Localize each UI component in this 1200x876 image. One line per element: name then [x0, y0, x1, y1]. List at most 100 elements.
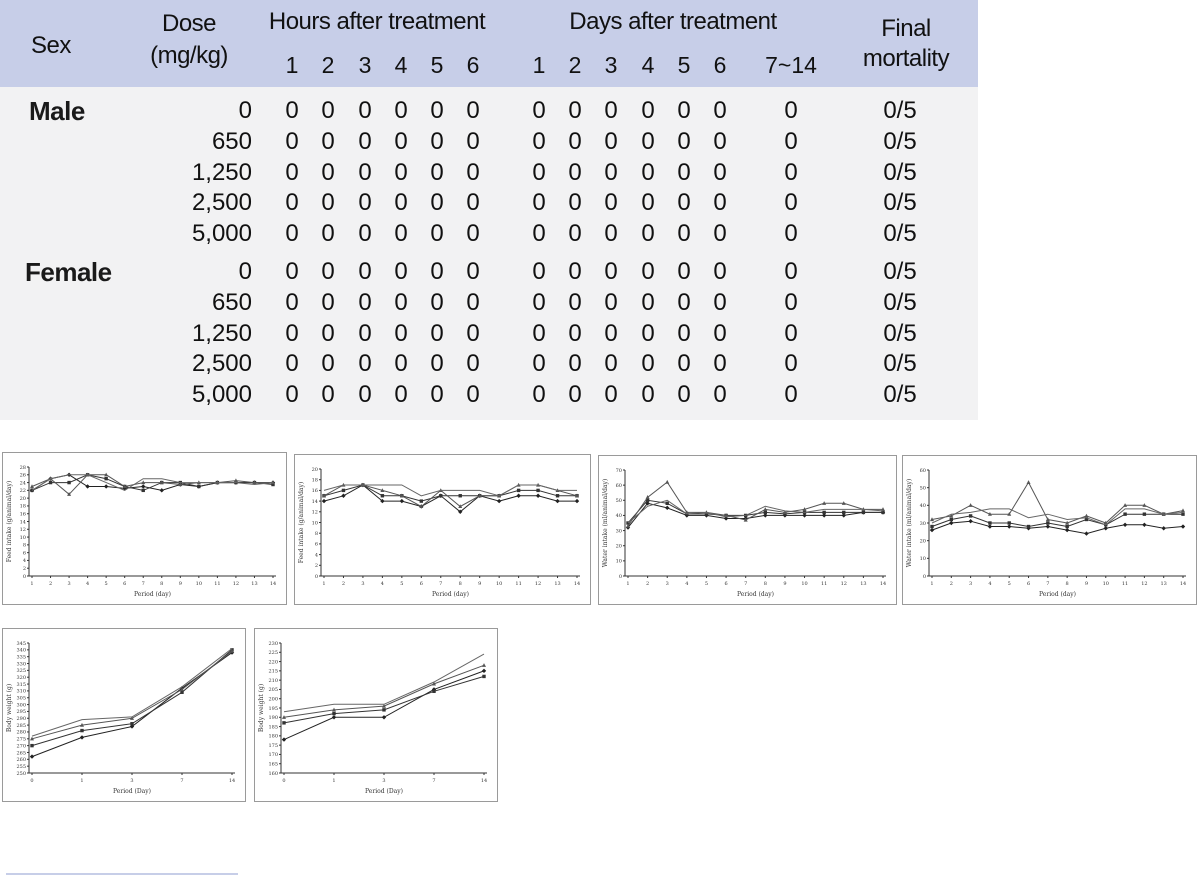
data-point — [822, 510, 826, 515]
data-point — [1045, 524, 1051, 529]
data-point — [271, 482, 275, 487]
x-tick-label: 12 — [535, 581, 541, 587]
x-tick-label: 1 — [332, 778, 335, 784]
x-tick-label: 14 — [1180, 581, 1186, 587]
day-value: 0 — [641, 127, 655, 155]
y-axis-label: Water intake (ml/animal/day) — [602, 479, 609, 568]
x-tick-label: 7 — [1046, 581, 1049, 587]
hour-value: 0 — [466, 381, 480, 409]
y-tick-label: 310 — [16, 689, 26, 695]
final-mortality-value: 0/5 — [883, 288, 917, 316]
table-header — [0, 0, 978, 87]
y-tick-label: 12 — [20, 527, 26, 533]
y-tick-label: 300 — [16, 702, 26, 708]
day-value: 0 — [641, 350, 655, 378]
hour-value: 0 — [321, 288, 335, 316]
y-tick-label: 330 — [16, 661, 26, 667]
data-point — [1142, 522, 1147, 527]
day-value: 0 — [677, 381, 691, 409]
x-tick-label: 13 — [860, 581, 866, 587]
y-tick-label: 190 — [268, 715, 278, 721]
day-value: 0 — [604, 189, 618, 217]
hour-value: 0 — [466, 158, 480, 186]
y-tick-label: 4 — [315, 552, 318, 558]
data-point — [141, 484, 146, 489]
hour-value: 0 — [430, 127, 444, 155]
dose-value: 1,250 — [191, 319, 252, 347]
data-point — [481, 668, 487, 674]
hour-col-header: 4 — [394, 52, 408, 78]
x-tick-label: 3 — [130, 778, 133, 784]
day-value: 0 — [677, 319, 691, 347]
y-tick-label: 40 — [616, 513, 622, 519]
x-tick-label: 1 — [322, 581, 325, 587]
data-point — [458, 504, 463, 509]
final-mortality-value: 0/5 — [883, 158, 917, 186]
x-tick-label: 12 — [1141, 581, 1147, 587]
sex-label: Female — [25, 257, 112, 287]
data-point — [482, 674, 486, 679]
day-value: 0 — [532, 220, 546, 248]
day-value: 0 — [568, 220, 582, 248]
x-tick-label: 11 — [1122, 581, 1128, 587]
y-tick-label: 185 — [268, 724, 278, 730]
y-tick-label: 0 — [315, 574, 318, 580]
y-tick-label: 14 — [20, 519, 26, 525]
data-point — [1065, 520, 1070, 525]
hour-value: 0 — [466, 97, 480, 124]
dose-value: 2,500 — [191, 189, 252, 217]
x-tick-label: 6 — [123, 581, 126, 587]
data-point — [382, 708, 386, 712]
x-axis-label: Period (Day) — [365, 788, 403, 795]
hour-value: 0 — [321, 189, 335, 217]
day-value: 0 — [784, 97, 798, 124]
y-tick-label: 305 — [16, 696, 26, 702]
x-tick-label: 13 — [251, 581, 257, 587]
data-point — [1007, 521, 1011, 525]
hour-value: 0 — [358, 258, 372, 285]
final-mortality-value: 0/5 — [883, 350, 917, 378]
hour-value: 0 — [321, 127, 335, 155]
data-point — [1084, 531, 1089, 536]
data-point — [1045, 517, 1050, 522]
x-tick-label: 12 — [841, 581, 847, 587]
data-point — [555, 494, 560, 498]
x-tick-label: 5 — [705, 581, 708, 587]
male-body-weight-chart: 250 255 260 265 270 275 280 285 290 295 300 305 310 3… — [2, 628, 246, 802]
data-point — [842, 510, 846, 515]
y-tick-label: 205 — [268, 687, 278, 693]
y-tick-label: 26 — [20, 473, 26, 479]
data-point — [80, 728, 84, 733]
hour-value: 0 — [466, 127, 480, 155]
dose-value: 650 — [211, 127, 252, 155]
x-tick-label: 14 — [880, 581, 886, 587]
data-point — [724, 513, 729, 518]
data-point — [67, 480, 71, 485]
data-point — [321, 498, 327, 504]
day-value: 0 — [641, 189, 655, 217]
data-point — [516, 493, 521, 498]
y-tick-label: 170 — [268, 752, 278, 758]
y-tick-label: 28 — [20, 465, 26, 471]
hour-value: 0 — [430, 258, 444, 285]
day-value: 0 — [641, 97, 655, 124]
y-tick-label: 60 — [616, 483, 622, 489]
y-tick-label: 320 — [16, 675, 26, 681]
x-tick-label: 2 — [342, 581, 345, 587]
data-point — [180, 690, 184, 694]
hour-value: 0 — [394, 127, 408, 155]
day-value: 0 — [532, 158, 546, 186]
x-tick-label: 13 — [1161, 581, 1167, 587]
final-mortality-value: 0/5 — [883, 319, 917, 347]
data-point — [645, 495, 650, 499]
y-tick-label: 40 — [920, 503, 926, 509]
day-value: 0 — [604, 350, 618, 378]
data-point — [322, 493, 326, 498]
data-point — [477, 493, 482, 498]
x-tick-label: 7 — [180, 778, 183, 784]
x-tick-label: 10 — [196, 581, 202, 587]
y-tick-label: 8 — [315, 531, 318, 537]
sex-header: Sex — [31, 32, 71, 59]
series-line — [931, 513, 1183, 528]
data-point — [331, 715, 337, 720]
